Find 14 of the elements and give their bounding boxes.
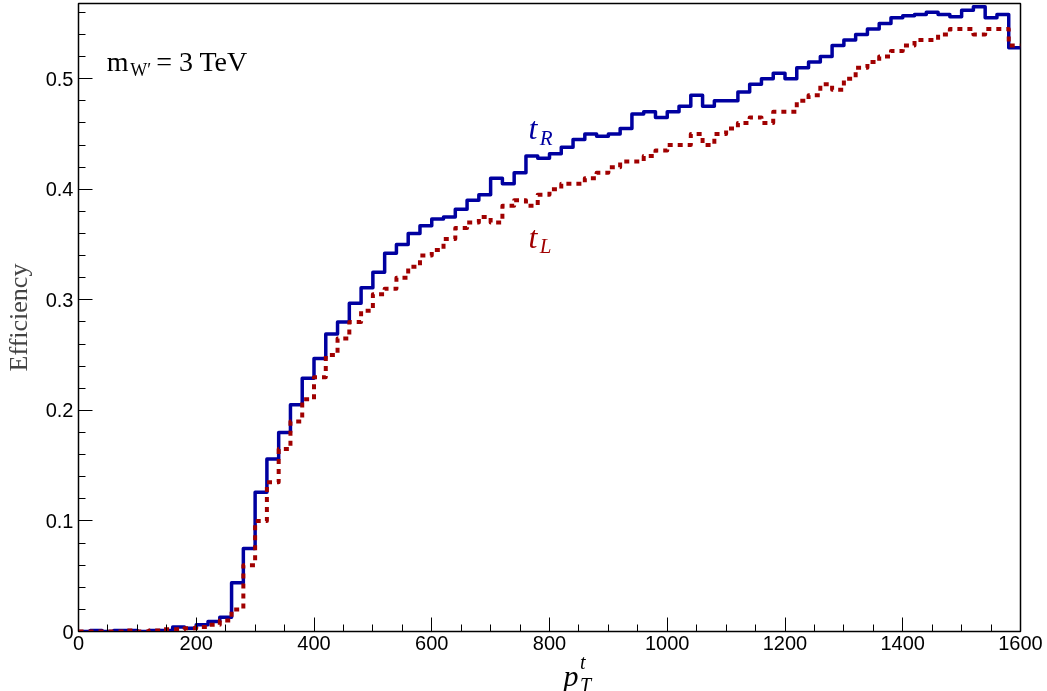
x-tick-label: 1200	[762, 631, 808, 654]
x-tick-label: 1600	[998, 631, 1043, 654]
x-tick-label: 600	[415, 631, 449, 654]
x-tick-label: 1000	[645, 631, 690, 654]
y-tick-label: 0.5	[45, 67, 74, 90]
y-axis-title: Efficiency	[3, 263, 33, 372]
x-tick-label: 800	[532, 631, 567, 654]
x-tick-label: 1400	[880, 631, 925, 654]
y-tick-label: 0.4	[45, 178, 74, 201]
y-tick-label: 0.2	[45, 399, 74, 422]
y-tick-label: 0.3	[45, 288, 74, 311]
y-tick-label: 0.1	[45, 509, 74, 532]
x-tick-label: 200	[179, 631, 213, 654]
x-tick-label: 400	[297, 631, 331, 654]
